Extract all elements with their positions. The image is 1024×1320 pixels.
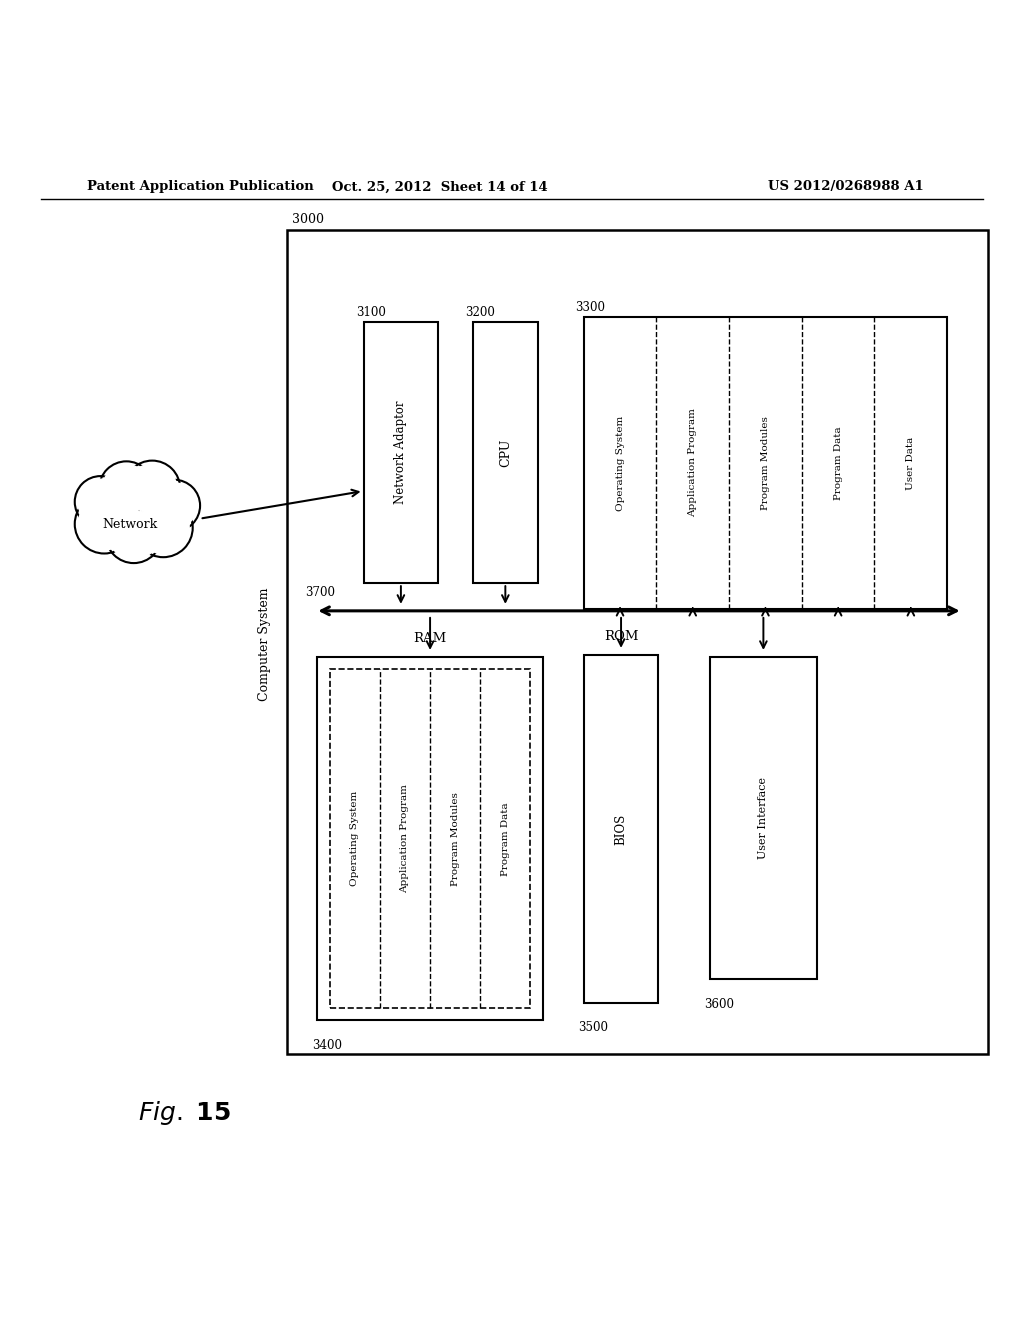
Text: BIOS: BIOS <box>614 813 628 845</box>
Text: Program Modules: Program Modules <box>761 416 770 510</box>
Circle shape <box>102 465 151 512</box>
Text: RAM: RAM <box>414 632 446 644</box>
Bar <box>317 657 543 1020</box>
Bar <box>330 669 530 1008</box>
Text: US 2012/0268988 A1: US 2012/0268988 A1 <box>768 181 924 194</box>
Text: 3300: 3300 <box>575 301 605 314</box>
Circle shape <box>110 511 159 560</box>
Text: Operating System: Operating System <box>615 416 625 511</box>
Circle shape <box>105 507 162 564</box>
Circle shape <box>99 462 154 516</box>
Circle shape <box>78 479 123 524</box>
Circle shape <box>75 495 134 553</box>
Text: CPU: CPU <box>499 438 512 467</box>
Bar <box>473 322 538 583</box>
Text: Oct. 25, 2012  Sheet 14 of 14: Oct. 25, 2012 Sheet 14 of 14 <box>333 181 548 194</box>
Circle shape <box>152 483 197 528</box>
Text: Application Program: Application Program <box>400 784 410 894</box>
Text: Program Data: Program Data <box>834 426 843 500</box>
Text: $\it{Fig.}$ $\bf{15}$: $\it{Fig.}$ $\bf{15}$ <box>138 1098 231 1126</box>
Bar <box>710 657 817 979</box>
Circle shape <box>134 498 193 557</box>
Text: 3100: 3100 <box>356 306 386 319</box>
Bar <box>584 655 658 1003</box>
Text: 3400: 3400 <box>312 1039 342 1052</box>
Bar <box>287 230 988 1055</box>
Text: 3000: 3000 <box>292 213 324 226</box>
Circle shape <box>128 463 177 513</box>
Bar <box>364 322 438 583</box>
Text: 3200: 3200 <box>465 306 495 319</box>
Text: Computer System: Computer System <box>258 587 270 701</box>
Text: Network: Network <box>102 519 158 532</box>
Text: 3500: 3500 <box>579 1022 608 1035</box>
Text: ROM: ROM <box>604 630 638 643</box>
Text: User Data: User Data <box>906 436 915 490</box>
Text: User Interface: User Interface <box>759 777 768 859</box>
Circle shape <box>75 477 126 528</box>
Circle shape <box>137 502 189 553</box>
Text: 3700: 3700 <box>305 586 335 598</box>
Text: Program Modules: Program Modules <box>451 792 460 886</box>
Text: Application Program: Application Program <box>688 408 697 517</box>
Text: 3600: 3600 <box>705 998 734 1011</box>
Circle shape <box>124 461 180 516</box>
Text: Program Data: Program Data <box>501 801 510 875</box>
Circle shape <box>148 479 200 532</box>
Circle shape <box>78 498 130 550</box>
Text: Patent Application Publication: Patent Application Publication <box>87 181 313 194</box>
Text: Operating System: Operating System <box>350 791 359 886</box>
Bar <box>584 317 947 609</box>
Text: Network Adaptor: Network Adaptor <box>394 401 408 504</box>
